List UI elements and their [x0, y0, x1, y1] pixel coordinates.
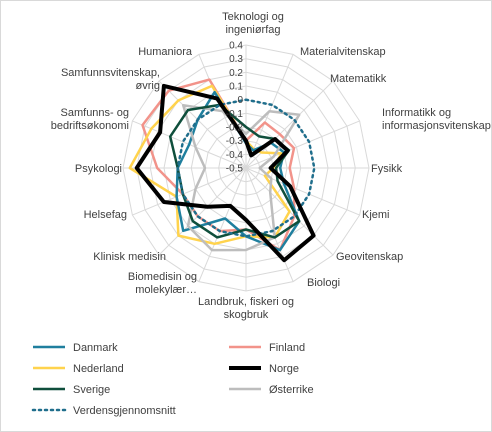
- legend-label: Nederland: [73, 363, 124, 375]
- legend-label: Sverige: [73, 384, 110, 396]
- tick-layer: -0.5 -0.4 -0.3 -0.2 -0.1 0 0.1 0.2 0.3 0.4: [226, 41, 244, 175]
- category-label: Informatikk og informasjonsvitenskap: [382, 107, 491, 132]
- legend-item: Sverige: [33, 384, 110, 396]
- tick-label: -0.3: [226, 136, 244, 147]
- tick-label: 0: [237, 95, 243, 106]
- legend-item: Danmark: [33, 342, 118, 354]
- category-label: Humaniora: [138, 46, 193, 58]
- category-label: Geovitenskap: [336, 251, 403, 263]
- category-label: Biologi: [307, 277, 340, 289]
- legend-label: Finland: [269, 342, 305, 354]
- grid-spoke: [158, 167, 247, 256]
- category-label: Klinisk medisin: [93, 251, 166, 263]
- legend-item: Norge: [229, 363, 299, 375]
- legend-label: Verdensgjennomsnitt: [73, 405, 176, 417]
- tick-label: 0.4: [229, 41, 243, 52]
- series-line: [176, 98, 316, 238]
- radar-chart: -0.5 -0.4 -0.3 -0.2 -0.1 0 0.1 0.2 0.3 0.4 Teknol…: [51, 11, 491, 321]
- category-label: Materialvitenskap: [300, 46, 386, 58]
- category-label: Teknologi og ingeniørfag: [222, 11, 284, 36]
- tick-label: -0.1: [226, 109, 244, 120]
- tick-label: 0.3: [229, 54, 243, 65]
- category-label-layer: Teknologi og ingeniørfag Materialvitenskap…: [51, 11, 491, 321]
- grid-spoke: [132, 167, 247, 216]
- category-label: Psykologi: [75, 163, 122, 175]
- legend-label: Danmark: [73, 342, 118, 354]
- grid-spoke: [245, 120, 360, 169]
- category-label: Kjemi: [362, 209, 390, 221]
- series-line: [181, 103, 301, 252]
- legend: Danmark Finland Nederland Norge Sverige Øster…: [31, 342, 314, 417]
- category-label: Fysikk: [371, 163, 403, 175]
- legend-item: Nederland: [33, 363, 124, 375]
- legend-label: Østerrike: [269, 384, 314, 396]
- series-layer: [128, 78, 316, 263]
- category-label: Biomedisin og molekylær…: [128, 271, 197, 296]
- category-label: Samfunnsvitenskap, øvrig: [61, 67, 160, 92]
- category-label: Matematikk: [330, 73, 387, 85]
- series-line: [134, 83, 316, 263]
- grid-layer: [122, 44, 370, 292]
- legend-label: Norge: [269, 363, 299, 375]
- legend-item: Østerrike: [229, 384, 314, 396]
- tick-label: 0.1: [229, 82, 243, 93]
- grid-spoke: [245, 167, 294, 282]
- category-label: Helsefag: [84, 209, 127, 221]
- category-label: Samfunns- og bedriftsøkonomi: [51, 107, 129, 132]
- legend-item: Finland: [229, 342, 305, 354]
- tick-label: -0.2: [226, 123, 244, 134]
- category-label: Landbruk, fiskeri og skogbruk: [198, 296, 294, 321]
- grid-spoke: [245, 80, 334, 169]
- tick-label: -0.4: [226, 150, 244, 161]
- grid-spoke: [158, 80, 247, 169]
- grid-spoke: [198, 167, 247, 282]
- legend-item: Verdensgjennomsnitt: [31, 405, 176, 417]
- tick-label: 0.2: [229, 68, 243, 79]
- tick-label: -0.5: [226, 164, 244, 175]
